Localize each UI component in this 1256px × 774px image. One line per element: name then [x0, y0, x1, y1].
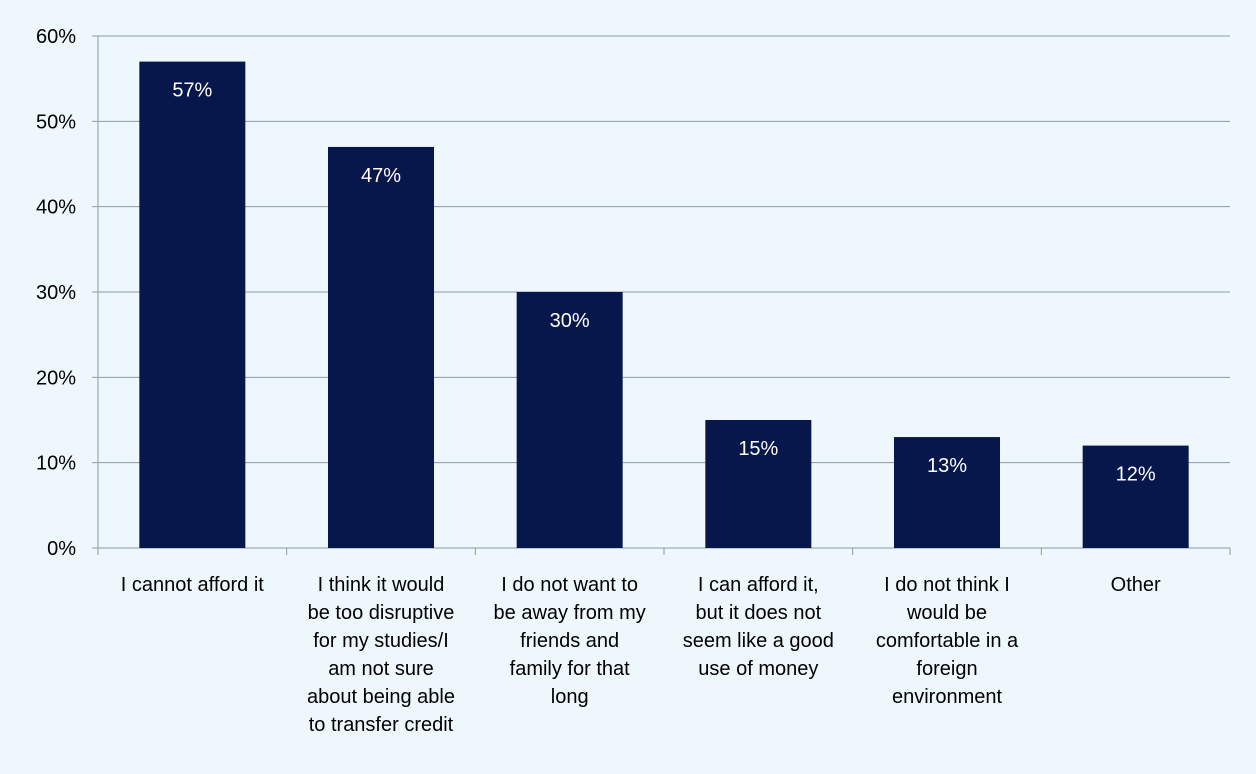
x-category-label: long — [551, 686, 589, 708]
x-category-label: I can afford it, — [698, 574, 819, 596]
x-category-label: about being able — [307, 686, 455, 708]
x-category-label: I do not want to — [501, 574, 638, 596]
y-tick-label: 20% — [36, 367, 76, 389]
data-label: 13% — [927, 455, 967, 477]
y-tick-label: 0% — [47, 538, 76, 560]
data-label: 15% — [738, 438, 778, 460]
y-tick-label: 40% — [36, 197, 76, 219]
y-tick-label: 30% — [36, 282, 76, 304]
x-category-label: but it does not — [696, 602, 822, 624]
x-category-label: be too disruptive — [308, 602, 455, 624]
x-category-label: I cannot afford it — [121, 574, 265, 596]
x-category-label: Other — [1111, 574, 1161, 596]
bar — [894, 437, 1000, 548]
x-category-label: for my studies/I — [313, 630, 449, 652]
x-category-label: would be — [906, 602, 987, 624]
bar — [1082, 445, 1189, 548]
data-label: 12% — [1116, 464, 1156, 486]
bar — [139, 61, 246, 548]
x-category-label: environment — [892, 686, 1003, 708]
bar — [328, 146, 434, 548]
data-label: 57% — [172, 80, 212, 102]
x-category-label: use of money — [698, 658, 818, 680]
x-category-label: family for that — [510, 658, 630, 680]
bar — [516, 292, 623, 548]
data-label: 47% — [361, 165, 401, 187]
y-tick-label: 50% — [36, 111, 76, 133]
y-tick-label: 60% — [36, 26, 76, 48]
x-category-label: friends and — [520, 630, 619, 652]
x-category-label: I do not think I — [884, 574, 1010, 596]
bar — [705, 420, 812, 548]
x-category-label: seem like a good — [683, 630, 834, 652]
x-category-label: I think it would — [318, 574, 445, 596]
x-category-label: to transfer credit — [309, 714, 454, 736]
x-category-label: comfortable in a — [876, 630, 1019, 652]
x-category-label: am not sure — [328, 658, 434, 680]
x-category-label: foreign — [916, 658, 977, 680]
y-tick-label: 10% — [36, 453, 76, 475]
data-label: 30% — [550, 310, 590, 332]
x-category-label: be away from my — [494, 602, 646, 624]
